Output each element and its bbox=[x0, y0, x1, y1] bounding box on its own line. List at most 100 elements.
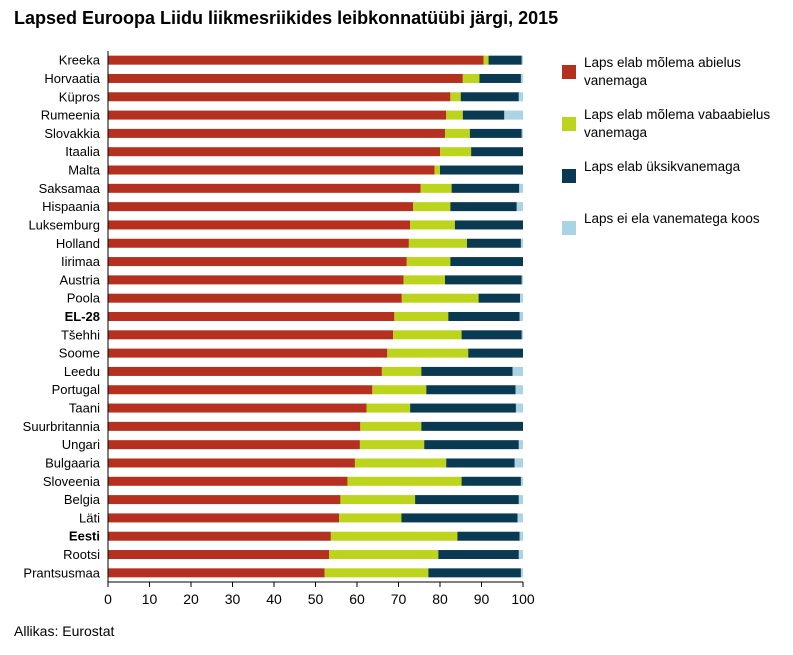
bar-single-13 bbox=[478, 293, 521, 303]
bar-married-6 bbox=[108, 165, 435, 175]
bar-cohabiting-20 bbox=[360, 421, 422, 431]
bar-married-14 bbox=[108, 312, 395, 321]
bar-married-5 bbox=[108, 147, 440, 157]
category-label-18: Portugal bbox=[52, 382, 101, 397]
legend-swatch-married bbox=[562, 65, 576, 79]
bar-none-13 bbox=[520, 293, 523, 303]
x-tick-label-7: 70 bbox=[391, 591, 407, 607]
x-tick-label-8: 80 bbox=[432, 591, 448, 607]
bar-married-8 bbox=[108, 202, 414, 212]
bar-single-18 bbox=[426, 385, 516, 395]
category-label-13: Poola bbox=[67, 291, 101, 306]
bar-none-19 bbox=[515, 403, 523, 413]
category-label-20: Suurbritannia bbox=[23, 419, 101, 434]
bar-single-15 bbox=[461, 330, 522, 340]
category-label-17: Leedu bbox=[64, 364, 100, 379]
bar-married-4 bbox=[108, 128, 445, 138]
bar-single-24 bbox=[415, 495, 519, 505]
bar-married-16 bbox=[108, 348, 388, 358]
bar-cohabiting-2 bbox=[450, 92, 461, 102]
x-tick-label-3: 30 bbox=[225, 591, 241, 607]
bar-single-14 bbox=[448, 312, 520, 321]
bar-single-4 bbox=[469, 128, 522, 138]
category-label-24: Belgia bbox=[64, 492, 101, 507]
legend: Laps elab mõlema abielus vanemaga Laps e… bbox=[562, 54, 787, 262]
bar-cohabiting-14 bbox=[394, 312, 449, 321]
bar-married-23 bbox=[108, 476, 348, 486]
category-label-19: Taani bbox=[69, 401, 100, 416]
bar-single-2 bbox=[460, 92, 519, 102]
bar-none-3 bbox=[504, 110, 523, 120]
bar-single-12 bbox=[444, 275, 522, 285]
bar-single-16 bbox=[468, 348, 523, 358]
bar-none-7 bbox=[519, 183, 523, 193]
bar-single-0 bbox=[488, 55, 522, 65]
bar-none-10 bbox=[520, 238, 523, 248]
legend-label-cohabiting: Laps elab mõlema vabaabielus vanemaga bbox=[584, 107, 771, 140]
category-label-6: Malta bbox=[68, 163, 101, 178]
category-label-23: Sloveenia bbox=[43, 474, 101, 489]
bar-cohabiting-5 bbox=[440, 147, 472, 157]
bar-cohabiting-10 bbox=[408, 238, 467, 248]
bar-married-0 bbox=[108, 55, 484, 65]
bar-cohabiting-13 bbox=[401, 293, 479, 303]
category-label-27: Rootsi bbox=[63, 547, 100, 562]
category-label-9: Luksemburg bbox=[28, 217, 100, 232]
bar-cohabiting-15 bbox=[393, 330, 462, 340]
bar-none-25 bbox=[517, 513, 523, 523]
bar-married-13 bbox=[108, 293, 402, 303]
bar-none-15 bbox=[521, 330, 523, 340]
category-label-16: Soome bbox=[59, 346, 100, 361]
category-label-28: Prantsusmaa bbox=[23, 565, 100, 580]
category-labels: Kreeka Horvaatia Küpros Rumeenia Slovakkia It… bbox=[23, 53, 101, 581]
bar-married-22 bbox=[108, 458, 355, 468]
bar-none-2 bbox=[518, 92, 523, 102]
x-tick-label-2: 20 bbox=[183, 591, 199, 607]
bar-none-28 bbox=[520, 568, 523, 578]
bar-married-17 bbox=[108, 366, 382, 376]
bar-single-7 bbox=[451, 183, 520, 193]
bar-cohabiting-18 bbox=[372, 385, 427, 395]
bar-cohabiting-1 bbox=[462, 73, 480, 83]
bar-single-28 bbox=[428, 568, 521, 578]
legend-item-single: Laps elab üksikvanemaga bbox=[562, 158, 787, 187]
x-tick-label-1: 10 bbox=[142, 591, 158, 607]
chart-title: Lapsed Euroopa Liidu liikmesriikides lei… bbox=[14, 8, 559, 28]
category-label-11: Iirimaa bbox=[61, 254, 101, 269]
category-label-2: Küpros bbox=[59, 89, 101, 104]
legend-swatch-none bbox=[562, 221, 576, 235]
bar-none-18 bbox=[515, 385, 523, 395]
bar-married-19 bbox=[108, 403, 367, 413]
bar-married-21 bbox=[108, 440, 360, 450]
bar-single-1 bbox=[479, 73, 521, 83]
legend-item-none: Laps ei ela vanematega koos bbox=[562, 210, 787, 239]
category-label-1: Horvaatia bbox=[44, 71, 100, 86]
bar-single-27 bbox=[438, 550, 519, 560]
bar-none-27 bbox=[518, 550, 523, 560]
x-tick-label-4: 40 bbox=[266, 591, 282, 607]
bar-cohabiting-27 bbox=[329, 550, 439, 560]
bar-single-21 bbox=[424, 440, 519, 450]
x-tick-label-10: 100 bbox=[511, 591, 535, 607]
bar-married-3 bbox=[108, 110, 447, 120]
category-label-10: Holland bbox=[56, 236, 100, 251]
category-label-8: Hispaania bbox=[42, 199, 101, 214]
bar-married-9 bbox=[108, 220, 411, 230]
x-tick-label-6: 60 bbox=[349, 591, 365, 607]
bar-cohabiting-8 bbox=[413, 202, 451, 212]
x-axis: 0 10 20 30 40 50 60 70 80 90 100 bbox=[104, 51, 535, 607]
bar-cohabiting-12 bbox=[403, 275, 445, 285]
bar-single-11 bbox=[450, 257, 523, 267]
bar-cohabiting-9 bbox=[410, 220, 455, 230]
category-label-0: Kreeka bbox=[59, 53, 101, 68]
bar-married-15 bbox=[108, 330, 394, 340]
category-label-3: Rumeenia bbox=[41, 108, 101, 123]
legend-swatch-cohabiting bbox=[562, 117, 576, 131]
category-label-21: Ungari bbox=[62, 437, 100, 452]
bars-layer bbox=[108, 55, 523, 578]
category-label-4: Slovakkia bbox=[44, 126, 100, 141]
bar-single-3 bbox=[462, 110, 505, 120]
category-label-26: Eesti bbox=[69, 529, 100, 544]
category-label-14: EL-28 bbox=[65, 309, 100, 324]
bar-none-1 bbox=[520, 73, 523, 83]
